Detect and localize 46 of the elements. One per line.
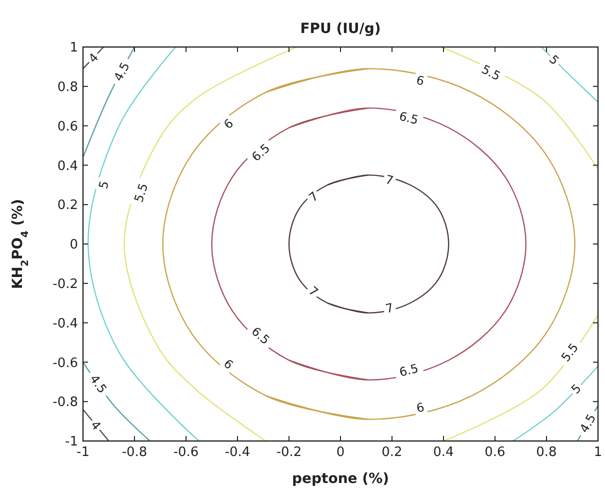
- text: 4.5: [87, 372, 110, 396]
- text: 6.5: [398, 361, 420, 380]
- text: 4: [86, 50, 102, 66]
- y-tick-label: -0.4: [52, 316, 78, 332]
- y-tick-label: -1: [65, 434, 78, 450]
- text: 7: [384, 300, 395, 316]
- text: 4: [88, 418, 104, 433]
- x-tick-label: 0.2: [382, 445, 402, 460]
- text: 4.5: [111, 60, 132, 84]
- text: 4.5: [577, 412, 599, 436]
- text: 5: [546, 52, 562, 68]
- text: 5.5: [479, 62, 503, 84]
- text: 5.5: [132, 182, 151, 204]
- text: 6.5: [398, 109, 420, 128]
- x-tick-label: -0.2: [276, 445, 302, 460]
- text: 6.5: [248, 324, 272, 348]
- chart-title: FPU (IU/g): [300, 21, 381, 37]
- y-tick-label: -0.2: [52, 276, 78, 292]
- x-tick-label: 0.6: [484, 445, 506, 460]
- text: 6: [414, 73, 426, 88]
- x-tick-label: 0.8: [536, 445, 557, 460]
- x-tick-label: -0.6: [173, 445, 199, 460]
- x-tick-label: -0.4: [224, 445, 250, 460]
- y-tick-label: 0.4: [57, 158, 78, 174]
- text: 5.5: [558, 340, 582, 364]
- text: 6.5: [249, 141, 273, 164]
- y-tick-label: 0.8: [57, 80, 78, 95]
- y-tick-label: 0.2: [57, 198, 78, 214]
- x-tick-label: 0: [336, 445, 345, 460]
- y-tick-label: 0.6: [57, 119, 78, 134]
- y-tick-label: -0.8: [52, 395, 78, 410]
- text: 7: [384, 172, 395, 188]
- x-tick-label: 1: [594, 445, 602, 460]
- y-tick-label: 0: [70, 238, 78, 253]
- y-tick-label: 1: [70, 40, 78, 56]
- text: 5: [568, 381, 584, 397]
- x-axis-title: peptone (%): [292, 471, 390, 487]
- x-tick-label: 0.4: [433, 445, 454, 460]
- text: 6: [221, 116, 236, 132]
- text: 6: [415, 400, 426, 416]
- text: 6: [220, 356, 236, 372]
- text: 7: [306, 189, 322, 205]
- x-tick-label: -0.8: [122, 445, 148, 460]
- y-tick-label: -0.6: [52, 356, 78, 371]
- text: 5: [96, 179, 112, 190]
- text: 7: [306, 284, 321, 300]
